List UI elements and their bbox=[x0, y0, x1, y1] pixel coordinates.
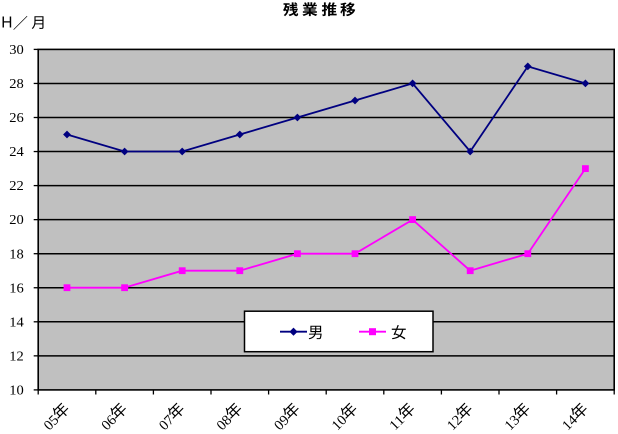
svg-text:30: 30 bbox=[9, 42, 24, 57]
svg-text:18: 18 bbox=[9, 246, 24, 261]
svg-text:16: 16 bbox=[9, 280, 24, 295]
svg-text:12: 12 bbox=[9, 348, 24, 363]
svg-text:26: 26 bbox=[9, 110, 24, 125]
svg-text:10: 10 bbox=[9, 383, 24, 398]
svg-text:20: 20 bbox=[9, 212, 24, 227]
svg-text:14: 14 bbox=[9, 314, 24, 329]
svg-text:24: 24 bbox=[9, 144, 24, 159]
svg-text:H: H bbox=[1, 15, 12, 32]
svg-text:28: 28 bbox=[9, 76, 24, 91]
svg-text:22: 22 bbox=[9, 178, 24, 193]
